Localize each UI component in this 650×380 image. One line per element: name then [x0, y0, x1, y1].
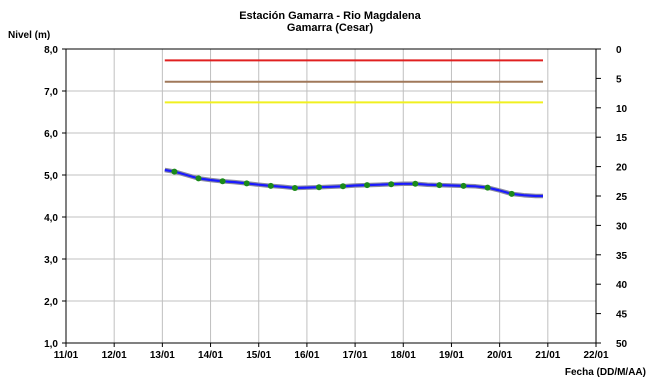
series-point [316, 184, 322, 191]
x-tick-label: 19/01 [439, 350, 464, 361]
y-tick-label: 8,0 [44, 45, 58, 56]
series-point [364, 182, 371, 189]
y-axis-title: Nivel (m) [8, 30, 50, 41]
y2-tick-label: 0 [616, 45, 622, 56]
series-layer [164, 167, 543, 199]
y2-tick-label: 25 [616, 192, 628, 203]
y-tick-label: 7,0 [44, 87, 58, 98]
x-tick-label: 17/01 [343, 350, 368, 361]
x-tick-label: 22/01 [583, 350, 608, 361]
series-point [340, 183, 346, 190]
y2-tick-label: 5 [616, 74, 622, 85]
x-tick-label: 15/01 [246, 350, 271, 361]
series-point [460, 182, 467, 189]
series-point [388, 181, 395, 188]
threshold-lines [164, 59, 543, 104]
series-point [171, 168, 178, 175]
x-tick-label: 18/01 [391, 350, 416, 361]
x-tick-label: 14/01 [198, 350, 223, 361]
x-tick-label: 11/01 [54, 350, 79, 361]
series-point [508, 190, 515, 197]
y-tick-label: 3,0 [44, 255, 58, 266]
y2-tick-label: 35 [616, 251, 628, 262]
y2-tick-label: 30 [616, 221, 628, 232]
x-tick-label: 21/01 [535, 350, 560, 361]
series-point [195, 175, 202, 182]
y2-tick-label: 45 [616, 310, 628, 321]
y-tick-label: 1,0 [44, 339, 58, 350]
chart-subtitle: Gamarra (Cesar) [287, 22, 374, 34]
series-point [291, 185, 298, 191]
y-tick-label: 6,0 [44, 129, 58, 140]
series-point [436, 182, 443, 189]
y2-tick-label: 15 [616, 133, 628, 144]
x-axis-title: Fecha (DD/M/AA) [565, 367, 646, 378]
y2-tick-label: 40 [616, 280, 628, 291]
series-line [164, 168, 543, 198]
x-tick-label: 20/01 [487, 350, 512, 361]
y2-tick-label: 50 [616, 339, 628, 350]
series-point [219, 178, 226, 185]
y-tick-label: 2,0 [44, 297, 58, 308]
x-axis-ticks: 11/01 12/01 13/01 14/01 15/01 16/01 17/01 18/01… [54, 343, 609, 361]
y-tick-label: 5,0 [44, 171, 58, 182]
y-tick-label: 4,0 [44, 213, 58, 224]
x-tick-label: 12/01 [102, 350, 127, 361]
y-axis-ticks: 1,0 2,0 3,0 4,0 5,0 6,0 7,0 8,0 [44, 45, 66, 350]
x-tick-label: 16/01 [294, 350, 319, 361]
x-tick-label: 13/01 [150, 350, 175, 361]
series-point [484, 184, 491, 191]
y2-axis-ticks: 0 5 10 15 20 25 30 35 40 45 50 [596, 45, 628, 350]
y2-tick-label: 10 [616, 104, 628, 115]
series-point [243, 180, 250, 187]
y2-tick-label: 20 [616, 163, 628, 174]
chart-title: Estación Gamarra - Rio Magdalena [239, 10, 421, 22]
grid [66, 49, 596, 343]
series-point [267, 182, 274, 189]
series-point [412, 180, 419, 187]
